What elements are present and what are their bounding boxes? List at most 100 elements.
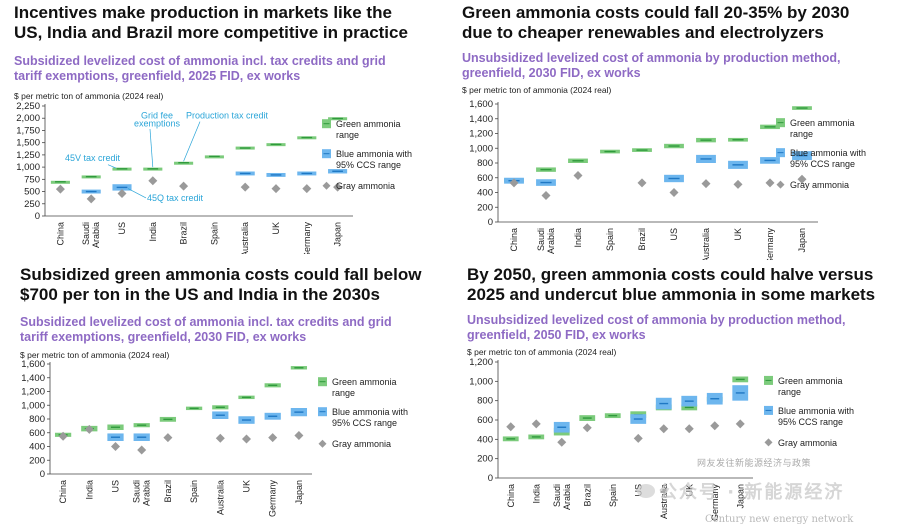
legend-gray-marker	[322, 181, 331, 190]
y-tick-label: 750	[24, 174, 40, 185]
y-tick-label: 800	[29, 414, 45, 425]
chart-panel-2: Green ammonia costs could fall 20-35% by…	[462, 3, 898, 95]
x-tick-label-group: Japan	[735, 484, 745, 509]
legend-gray-label: Gray ammonia	[332, 439, 391, 449]
y-tick-label: 600	[29, 428, 45, 439]
x-tick-label-group: Saudi Arabia	[132, 480, 152, 506]
y-tick-label: 200	[477, 202, 493, 213]
x-tick-label-group: India	[573, 228, 583, 248]
x-tick-label: Brazil	[637, 228, 647, 251]
gray-ammonia-marker	[659, 424, 669, 434]
gray-ammonia-marker	[669, 188, 679, 197]
gray-ammonia-marker	[797, 174, 807, 184]
x-tick-label-group: Japan	[294, 480, 304, 505]
legend-green-label: Green ammonia	[336, 119, 401, 129]
x-tick-label-group: Spain	[605, 228, 615, 251]
panel-subtitle: Unsubsidized levelized cost of ammonia b…	[462, 51, 841, 80]
gray-ammonia-marker	[240, 182, 250, 192]
x-tick-label-group: Australia	[240, 222, 250, 254]
x-tick-label: Saudi	[552, 484, 562, 507]
x-tick-label: Japan	[333, 222, 343, 247]
x-tick-label: Saudi	[536, 228, 546, 251]
x-tick-label: Japan	[735, 484, 745, 509]
gray-ammonia-marker	[735, 419, 745, 429]
callout-line	[149, 128, 154, 168]
legend-gray-label: Gray ammonia	[790, 180, 849, 190]
gray-ammonia-marker	[333, 182, 343, 192]
x-tick-label-group: Australia	[701, 228, 711, 260]
gray-ammonia-marker	[765, 178, 775, 188]
y-tick-label: 800	[477, 158, 493, 169]
x-tick-label: Saudi	[132, 480, 142, 503]
gray-ammonia-marker	[58, 431, 68, 441]
x-tick-label: Australia	[215, 480, 225, 515]
gray-ammonia-marker	[294, 431, 304, 440]
gray-ammonia-marker	[55, 184, 65, 194]
gray-ammonia-marker	[86, 194, 96, 204]
y-tick-label: 600	[477, 415, 493, 426]
x-tick-label: Germany	[302, 222, 312, 254]
gray-ammonia-marker	[137, 445, 147, 455]
gray-ammonia-marker	[733, 179, 743, 189]
y-tick-label: 1,000	[16, 162, 40, 173]
gray-ammonia-marker	[710, 421, 720, 431]
x-tick-label: Brazil	[582, 484, 592, 507]
x-tick-label-group: US	[111, 480, 121, 493]
x-tick-label: Arabia	[562, 484, 572, 510]
x-tick-label: US	[669, 228, 679, 241]
legend-gray-marker	[318, 439, 327, 448]
x-tick-label-group: Brazil	[163, 480, 173, 503]
x-tick-label-group: Australia	[215, 480, 225, 515]
y-tick-label: 1,000	[469, 376, 493, 387]
x-tick-label-group: Brazil	[582, 484, 592, 507]
y-tick-label: 1,600	[21, 359, 45, 370]
unit-label: $ per metric ton of ammonia (2024 real)	[20, 350, 170, 360]
x-tick-label: India	[573, 228, 583, 248]
x-tick-label-group: Germany	[302, 222, 312, 254]
x-tick-label: UK	[242, 480, 252, 493]
gray-ammonia-marker	[302, 184, 312, 194]
x-tick-label: Germany	[268, 480, 278, 518]
callout-grid-fee-2: exemptions	[134, 119, 181, 129]
x-tick-label: China	[506, 484, 516, 508]
gray-ammonia-marker	[573, 171, 583, 181]
legend-gray-label: Gray ammonia	[336, 181, 395, 191]
x-tick-label-group: UK	[271, 222, 281, 235]
gray-ammonia-marker	[163, 433, 173, 443]
y-tick-label: 600	[477, 173, 493, 184]
legend-green-label: Green ammonia	[778, 376, 843, 386]
panel-headline: Green ammonia costs could fall 20-35% by…	[462, 3, 850, 42]
legend-blue-label: Blue ammonia with	[336, 149, 412, 159]
legend-green-label: range	[778, 387, 801, 397]
x-tick-label-group: Saudi Arabia	[552, 484, 572, 510]
y-tick-label: 0	[40, 469, 45, 480]
y-tick-label: 1,200	[469, 357, 493, 368]
watermark-caption: 网友发往新能源经济与政策	[697, 459, 812, 469]
callout-production-tax-credit: Production tax credit	[186, 111, 269, 121]
x-tick-label-group: Japan	[333, 222, 343, 247]
x-tick-label: Australia	[659, 484, 669, 519]
legend-gray-label: Gray ammonia	[778, 438, 837, 448]
chart-panel-1: Incentives make production in markets li…	[14, 3, 454, 101]
x-tick-label: Spain	[608, 484, 618, 507]
gray-ammonia-marker	[582, 423, 592, 433]
watermark-account-name: 公众号 · 新能源经济	[659, 482, 845, 503]
y-tick-label: 1,000	[21, 400, 45, 411]
gray-ammonia-marker	[531, 419, 541, 429]
y-tick-label: 400	[477, 434, 493, 445]
gray-ammonia-marker	[684, 424, 694, 434]
x-tick-label: Saudi	[81, 222, 91, 245]
x-tick-label-group: India	[84, 480, 94, 500]
unit-label: $ per metric ton of ammonia (2024 real)	[467, 347, 617, 357]
range-chart-4: 0 200 400 600 800 1,000 1,200 China India Saudi Ar…	[469, 357, 854, 521]
x-tick-label: Australia	[240, 222, 250, 254]
gray-ammonia-marker	[509, 178, 519, 188]
gray-ammonia-marker	[541, 190, 551, 200]
y-tick-label: 200	[477, 454, 493, 465]
x-tick-label: Spain	[209, 222, 219, 245]
panel-subtitle: Unsubsidized levelized cost of ammonia b…	[467, 313, 846, 342]
legend-green-label: range	[332, 388, 355, 398]
x-tick-label-group: UK	[242, 480, 252, 493]
